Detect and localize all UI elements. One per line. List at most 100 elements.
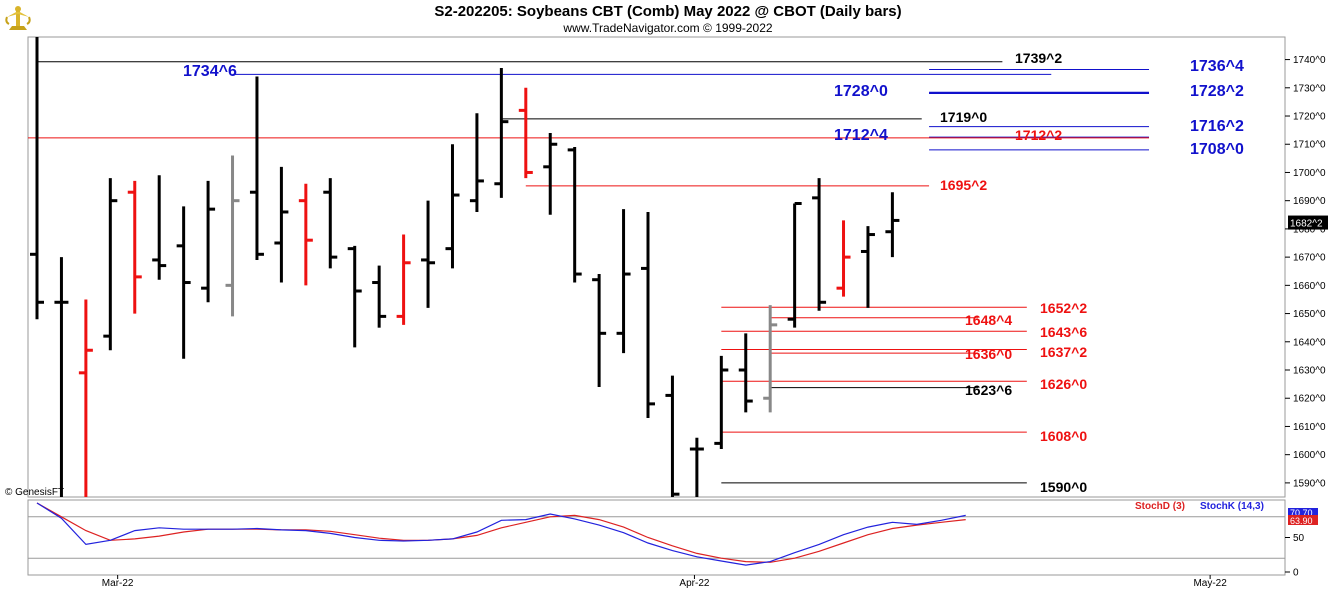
stochastic-axis-label: 0	[1293, 568, 1299, 579]
ohlc-bar	[396, 234, 411, 325]
stochd-last-label: 63.90	[1290, 516, 1313, 526]
price-axis-tick-label: 1710^0	[1293, 140, 1326, 151]
price-axis-tick-label: 1600^0	[1293, 450, 1326, 461]
price-panel	[27, 36, 1286, 498]
ohlc-bar	[787, 202, 802, 328]
level-label: 1637^2	[1040, 344, 1087, 360]
level-label: 1716^2	[1190, 118, 1244, 135]
price-axis-tick-label: 1730^0	[1293, 83, 1326, 94]
last-price-label: 1682^2	[1290, 219, 1323, 230]
chart-subtitle: www.TradeNavigator.com © 1999-2022	[563, 21, 773, 35]
stochd-line	[36, 502, 966, 563]
ohlc-bar	[152, 175, 167, 280]
ohlc-bar	[616, 209, 631, 354]
ohlc-bar	[445, 144, 460, 269]
price-levels: 1739^2 1734^6 1736^4 1728^0 1728^2 1719^0 1716…	[28, 50, 1244, 495]
level-label: 1708^0	[1190, 141, 1244, 158]
level-label: 1608^0	[1040, 428, 1087, 444]
ohlc-bar	[54, 257, 69, 497]
chart-title: S2-202205: Soybeans CBT (Comb) May 2022 …	[434, 3, 902, 20]
level-label: 1728^2	[1190, 83, 1244, 100]
stochk-line	[36, 502, 966, 566]
ohlc-bar	[274, 166, 289, 283]
price-axis-tick-label: 1660^0	[1293, 281, 1326, 292]
ohlc-bar	[249, 76, 264, 260]
stochk-last-box	[1288, 508, 1318, 517]
level-label: 1719^0	[940, 109, 987, 125]
level-label: 1739^2	[1015, 50, 1062, 66]
price-axis: 1590^0 1600^0 1610^0 1620^0 1630^0 1640^0 1650…	[1285, 55, 1328, 489]
chart-header: S2-202205: Soybeans CBT (Comb) May 2022 …	[0, 0, 1336, 37]
ohlc-bar	[103, 178, 118, 351]
ohlc-bar	[812, 178, 827, 311]
ohlc-bar	[738, 333, 753, 413]
price-axis-tick-label: 1680^0	[1293, 224, 1326, 235]
ohlc-bar	[836, 220, 851, 297]
ohlc-bar	[176, 206, 191, 359]
price-panel-frame	[27, 36, 1286, 498]
level-label: 1652^2	[1040, 300, 1087, 316]
ohlc-bar	[298, 183, 313, 286]
level-label: 1590^0	[1040, 479, 1087, 495]
stochastic-axis-label: 50	[1293, 533, 1305, 544]
level-label: 1728^0	[834, 83, 888, 100]
level-label: 1712^2	[1015, 127, 1062, 143]
ohlc-bar	[860, 226, 875, 308]
ohlc-bar	[323, 178, 338, 269]
ohlc-bar	[421, 200, 436, 308]
ohlc-bar	[347, 245, 362, 348]
price-axis-tick-label: 1630^0	[1293, 366, 1326, 377]
level-label: 1636^0	[965, 346, 1012, 362]
price-axis-tick-label: 1700^0	[1293, 168, 1326, 179]
ohlc-bar	[518, 87, 533, 179]
stochd-legend: StochD (3)	[1135, 501, 1185, 512]
ohlc-bars	[30, 37, 900, 497]
time-axis-label: Apr-22	[679, 578, 709, 589]
ohlc-bar	[372, 265, 387, 328]
ohlc-bar	[494, 68, 509, 198]
ohlc-bar	[225, 155, 240, 317]
last-price-box	[1288, 215, 1328, 230]
stochd-last-box	[1288, 515, 1318, 525]
ohlc-bar	[78, 299, 93, 497]
price-axis-tick-label: 1640^0	[1293, 337, 1326, 348]
ohlc-bar	[543, 132, 558, 215]
ohlc-bar	[567, 147, 582, 283]
level-label: 1734^6	[183, 63, 237, 80]
level-label: 1643^6	[1040, 324, 1087, 340]
ohlc-bar	[714, 355, 729, 450]
level-label: 1712^4	[834, 127, 888, 144]
price-axis-tick-label: 1720^0	[1293, 112, 1326, 123]
time-axis-label: Mar-22	[102, 578, 134, 589]
level-label: 1736^4	[1190, 58, 1244, 75]
ohlc-bar	[127, 180, 142, 314]
level-label: 1648^4	[965, 312, 1012, 328]
ohlc-bar	[689, 437, 704, 497]
price-axis-tick-label: 1690^0	[1293, 196, 1326, 207]
ohlc-bar	[30, 37, 44, 320]
ohlc-bar	[592, 274, 607, 387]
genesis-watermark: © GenesisFT	[5, 487, 64, 498]
price-axis-tick-label: 1620^0	[1293, 394, 1326, 405]
trade-navigator-logo-icon	[5, 6, 31, 30]
ohlc-bar	[885, 192, 900, 258]
stochk-last-label: 70.70	[1290, 508, 1313, 518]
stochk-legend: StochK (14,3)	[1200, 501, 1264, 512]
level-label: 1695^2	[940, 177, 987, 193]
price-axis-tick-label: 1590^0	[1293, 478, 1326, 489]
level-label: 1626^0	[1040, 376, 1087, 392]
price-axis-tick-label: 1610^0	[1293, 422, 1326, 433]
price-axis-tick-label: 1650^0	[1293, 309, 1326, 320]
level-label: 1623^6	[965, 382, 1012, 398]
price-axis-tick-label: 1670^0	[1293, 253, 1326, 264]
price-axis-tick-label: 1740^0	[1293, 55, 1326, 66]
ohlc-bar	[201, 180, 216, 303]
time-axis-label: May-22	[1193, 578, 1227, 589]
ohlc-bar	[665, 375, 680, 497]
ohlc-bar	[469, 113, 484, 212]
time-axis: Mar-22 Apr-22 May-22	[102, 575, 1227, 589]
stochastic-frame	[27, 499, 1286, 576]
ohlc-bar	[763, 305, 778, 413]
